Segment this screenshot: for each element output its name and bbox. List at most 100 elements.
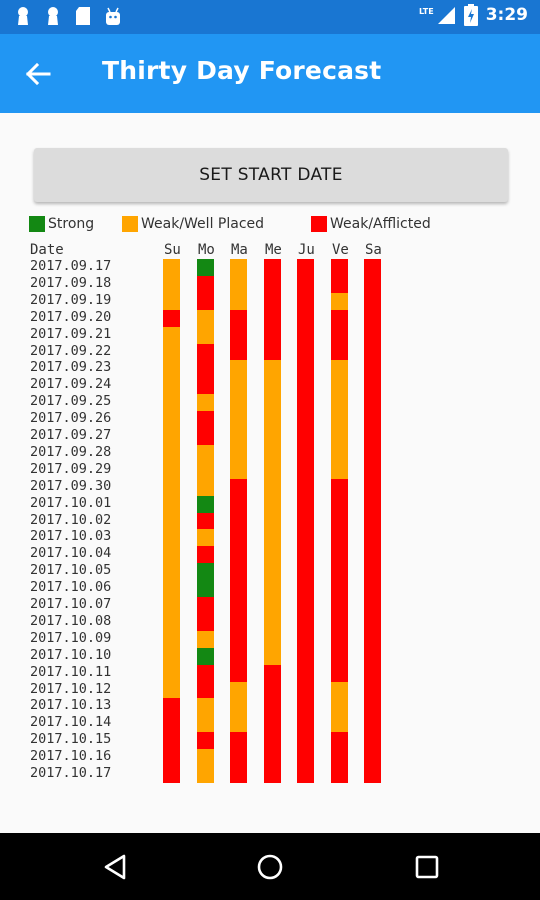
forecast-cell-ma [230, 580, 247, 598]
forecast-cell-ma [230, 394, 247, 412]
back-triangle-icon[interactable] [100, 851, 132, 883]
forecast-cell-su [163, 411, 180, 429]
forecast-cell-ma [230, 664, 247, 682]
forecast-cell-sa [364, 749, 381, 767]
forecast-cell-su [163, 377, 180, 395]
forecast-cell-ma [230, 275, 247, 293]
forecast-cell-su [163, 394, 180, 412]
forecast-cell-ve [331, 546, 348, 564]
forecast-cell-su [163, 275, 180, 293]
forecast-cell-me [264, 749, 281, 767]
forecast-cell-ma [230, 749, 247, 767]
home-circle-icon[interactable] [254, 851, 286, 883]
forecast-cell-mo [197, 275, 214, 293]
forecast-cell-sa [364, 529, 381, 547]
sd-card-icon [76, 7, 90, 25]
forecast-cell-mo [197, 292, 214, 310]
forecast-cell-sa [364, 411, 381, 429]
legend-weak-well-placed: Weak/Well Placed [122, 216, 264, 232]
forecast-cell-ve [331, 292, 348, 310]
keyhole-icon [48, 7, 58, 25]
forecast-cell-mo [197, 529, 214, 547]
forecast-cell-su [163, 529, 180, 547]
forecast-cell-su [163, 681, 180, 699]
date-label: 2017.09.25 [30, 393, 112, 410]
set-start-date-button[interactable]: SET START DATE [34, 148, 508, 202]
system-icons: LTE 3:29 [419, 4, 528, 26]
forecast-cell-ma [230, 309, 247, 327]
forecast-cell-ju [297, 732, 314, 750]
forecast-cell-ju [297, 529, 314, 547]
date-label: 2017.10.08 [30, 612, 112, 629]
forecast-cell-ve [331, 529, 348, 547]
forecast-cell-ju [297, 259, 314, 276]
forecast-cell-me [264, 580, 281, 598]
date-label: 2017.09.28 [30, 443, 112, 460]
date-label: 2017.10.03 [30, 528, 112, 545]
forecast-cell-sa [364, 394, 381, 412]
forecast-cell-me [264, 563, 281, 581]
date-label: 2017.09.24 [30, 376, 112, 393]
forecast-cell-ve [331, 411, 348, 429]
forecast-cell-ma [230, 343, 247, 361]
date-label: 2017.09.17 [30, 258, 112, 274]
forecast-cell-mo [197, 478, 214, 496]
forecast-cell-me [264, 343, 281, 361]
forecast-cell-ma [230, 461, 247, 479]
forecast-cell-su [163, 343, 180, 361]
recents-square-icon[interactable] [411, 851, 443, 883]
forecast-cell-su [163, 698, 180, 716]
forecast-cell-ma [230, 377, 247, 395]
forecast-cell-ju [297, 630, 314, 648]
forecast-cell-ve [331, 444, 348, 462]
forecast-cell-mo [197, 698, 214, 716]
legend-swatch-weak-afflicted [311, 216, 327, 232]
forecast-cell-me [264, 495, 281, 513]
forecast-cell-mo [197, 732, 214, 750]
forecast-cell-ju [297, 461, 314, 479]
forecast-cell-ve [331, 630, 348, 648]
forecast-cell-sa [364, 698, 381, 716]
forecast-cell-me [264, 377, 281, 395]
forecast-cell-ve [331, 428, 348, 445]
forecast-cell-ju [297, 766, 314, 783]
forecast-cell-sa [364, 428, 381, 445]
forecast-cell-ve [331, 563, 348, 581]
date-label: 2017.10.02 [30, 511, 112, 528]
legend-label-weak-afflicted: Weak/Afflicted [330, 216, 431, 232]
date-label: 2017.09.30 [30, 477, 112, 494]
forecast-cell-ve [331, 259, 348, 276]
forecast-cell-mo [197, 360, 214, 378]
forecast-cell-ju [297, 309, 314, 327]
legend-label-strong: Strong [48, 216, 95, 232]
forecast-cell-ju [297, 580, 314, 598]
forecast-cell-ve [331, 580, 348, 598]
forecast-cell-ju [297, 292, 314, 310]
forecast-cell-sa [364, 360, 381, 378]
date-label: 2017.10.07 [30, 596, 112, 612]
notification-icons [14, 6, 122, 26]
forecast-cell-ma [230, 766, 247, 783]
forecast-cell-me [264, 309, 281, 327]
forecast-cell-ju [297, 681, 314, 699]
forecast-cell-sa [364, 732, 381, 750]
forecast-cell-sa [364, 715, 381, 733]
forecast-cell-su [163, 495, 180, 513]
forecast-cell-ve [331, 478, 348, 496]
forecast-cell-su [163, 664, 180, 682]
clock: 3:29 [485, 5, 528, 25]
forecast-cell-sa [364, 343, 381, 361]
day-header-ma: Ma [231, 242, 248, 258]
forecast-cell-su [163, 580, 180, 598]
forecast-cell-me [264, 647, 281, 665]
legend-swatch-weak-well-placed [122, 216, 138, 232]
forecast-cell-sa [364, 495, 381, 513]
day-header-ve: Ve [332, 242, 349, 258]
forecast-cell-ju [297, 394, 314, 412]
forecast-cell-su [163, 478, 180, 496]
forecast-cell-mo [197, 664, 214, 682]
arrow-back-icon[interactable] [22, 58, 54, 90]
forecast-cell-ma [230, 732, 247, 750]
forecast-cell-me [264, 478, 281, 496]
date-label: 2017.10.12 [30, 680, 112, 697]
